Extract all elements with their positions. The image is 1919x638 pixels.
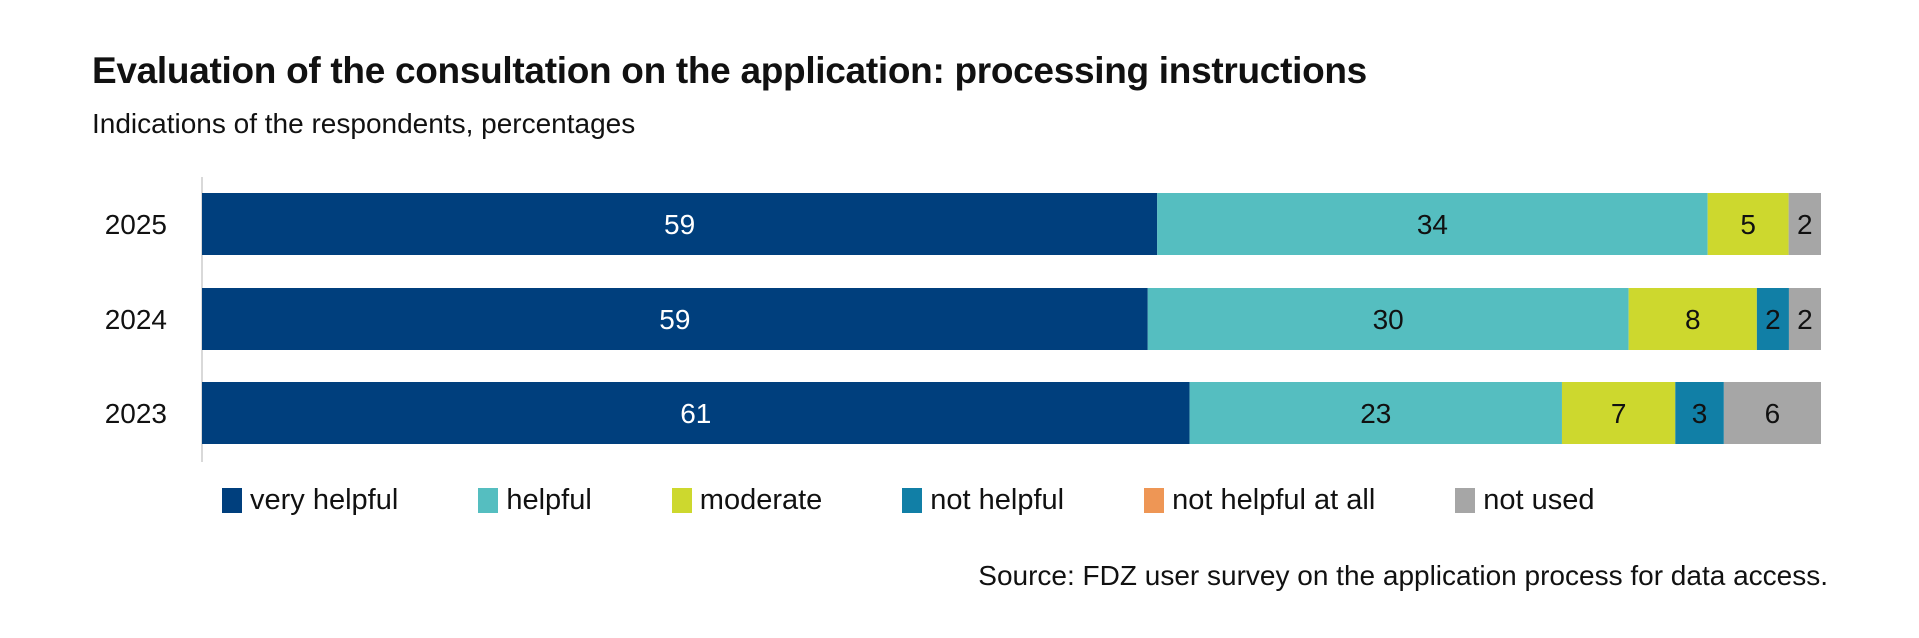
legend-swatch [222, 488, 242, 513]
legend-item: not helpful at all [1144, 484, 1375, 517]
data-label: 8 [1685, 304, 1701, 335]
chart-title: Evaluation of the consultation on the ap… [92, 50, 1367, 91]
bar-segment-helpful [1147, 288, 1629, 350]
bar-segment-not-helpful [1756, 288, 1789, 350]
data-label: 2 [1797, 209, 1813, 240]
legend-item: very helpful [222, 484, 398, 517]
category-label: 2023 [105, 398, 167, 429]
bar-segment-very-helpful [202, 382, 1190, 444]
legend-item: not used [1455, 484, 1595, 517]
legend-label: not helpful [930, 484, 1065, 516]
chart-subtitle: Indications of the respondents, percenta… [92, 108, 636, 139]
bar-segment-moderate [1628, 288, 1757, 350]
data-label: 61 [680, 398, 711, 429]
legend-swatch [1455, 488, 1476, 513]
bar-segment-helpful [1189, 382, 1562, 444]
data-label: 2 [1797, 304, 1813, 335]
bar-segment-not-helpful [1675, 382, 1724, 444]
bar-segment-moderate [1707, 193, 1789, 255]
category-label: 2024 [105, 304, 167, 335]
bar-segment-helpful [1157, 193, 1708, 255]
bar-segment-moderate [1561, 382, 1676, 444]
data-label: 6 [1765, 398, 1781, 429]
bar-segment-not-used [1788, 193, 1821, 255]
legend-label: not used [1483, 484, 1595, 516]
legend-swatch [1144, 488, 1165, 513]
bar-segment-not-used [1788, 288, 1821, 350]
bar-segment-very-helpful [202, 193, 1158, 255]
legend-item: moderate [671, 484, 823, 517]
legend-label: very helpful [250, 484, 399, 516]
data-label: 7 [1611, 398, 1627, 429]
legend: very helpful helpful moderate not helpful no… [222, 484, 1595, 517]
data-label: 59 [664, 209, 695, 240]
legend-item: helpful [478, 484, 592, 517]
data-label: 3 [1692, 398, 1708, 429]
category-label: 2025 [105, 209, 167, 240]
legend-swatch [478, 488, 499, 513]
source-note: Source: FDZ user survey on the applicati… [978, 560, 1828, 591]
data-label: 30 [1373, 304, 1404, 335]
legend-swatch [671, 488, 692, 513]
data-label: 34 [1417, 209, 1448, 240]
data-label: 23 [1360, 398, 1391, 429]
legend-label: not helpful at all [1172, 484, 1376, 516]
legend-item: not helpful [902, 484, 1064, 517]
data-label: 5 [1740, 209, 1756, 240]
legend-swatch [902, 488, 923, 513]
bar-segment-very-helpful [202, 288, 1148, 350]
legend-label: moderate [699, 484, 823, 516]
data-label: 59 [659, 304, 690, 335]
bar-segment-not-used [1723, 382, 1821, 444]
data-label: 2 [1765, 304, 1781, 335]
legend-label: helpful [506, 484, 592, 516]
